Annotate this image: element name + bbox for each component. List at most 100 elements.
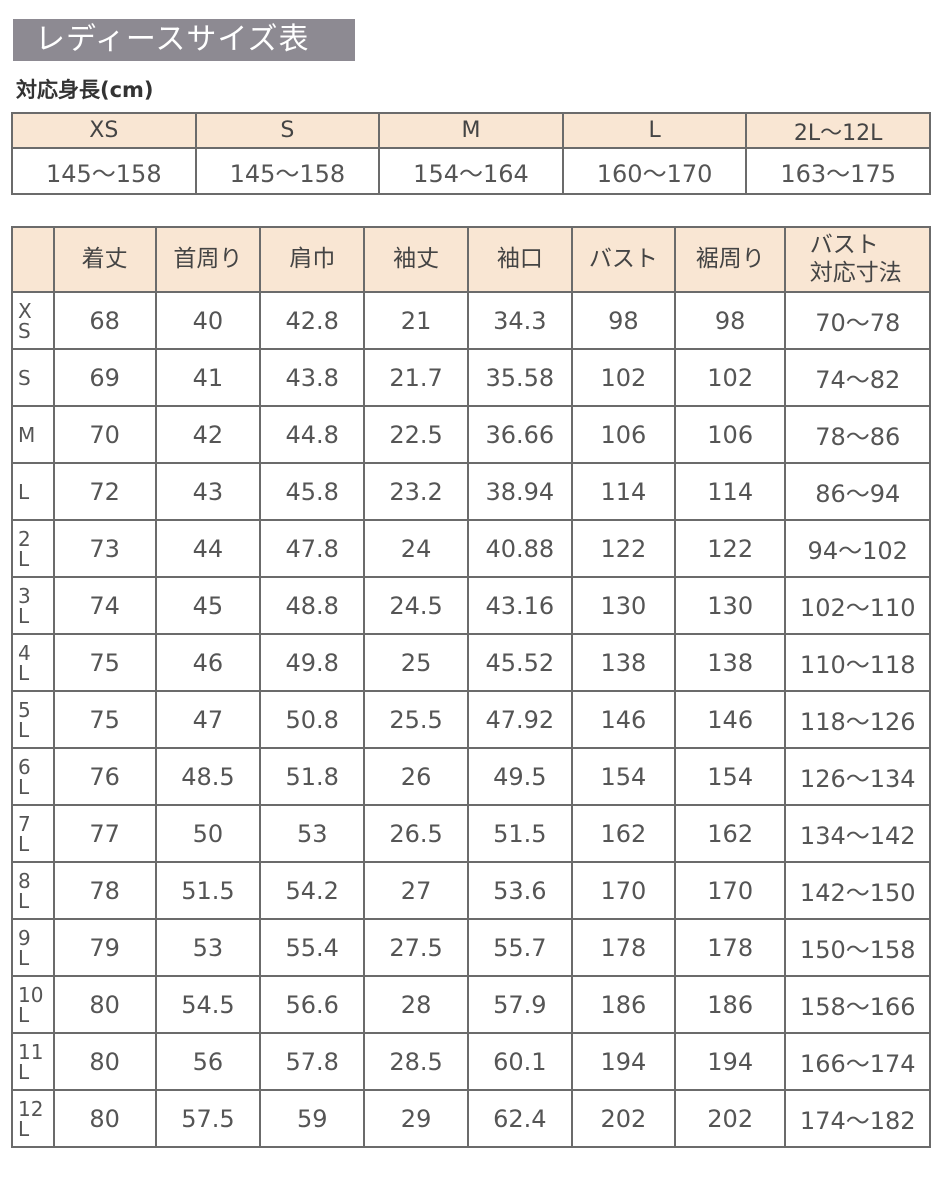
- table-cell: 138: [570, 633, 676, 692]
- table-cell: 202: [673, 1089, 787, 1148]
- table-cell: 40: [154, 291, 262, 350]
- column-header: バスト 対応寸法: [784, 226, 931, 293]
- table-cell: 48.5: [154, 747, 262, 806]
- table-row: 10L 80 54.5 56.6 28 57.9 186 186 158〜166: [11, 975, 931, 1034]
- table-cell: 122: [673, 519, 787, 578]
- table-row: 4L 75 46 49.8 25 45.52 138 138 110〜118: [11, 633, 931, 692]
- table-cell: 114: [570, 462, 676, 521]
- table-cell: 77: [52, 804, 157, 863]
- table-cell: 25.5: [363, 690, 469, 749]
- table-cell: 26: [363, 747, 469, 806]
- size-cell: 12L: [11, 1089, 55, 1148]
- table-cell: 55.7: [466, 918, 573, 977]
- size-cell: 4L: [11, 633, 55, 692]
- table-cell: 49.8: [259, 633, 366, 692]
- table-cell: 51.8: [259, 747, 366, 806]
- size-cell: 11L: [11, 1032, 55, 1091]
- size-cell: 5L: [11, 690, 55, 749]
- table-cell: 186: [673, 975, 787, 1034]
- height-value: 145〜158: [194, 147, 381, 195]
- table-cell: 154: [673, 747, 787, 806]
- table-cell: 57.9: [466, 975, 573, 1034]
- table-cell: 94〜102: [784, 519, 931, 578]
- table-row: 9L 79 53 55.4 27.5 55.7 178 178 150〜158: [11, 918, 931, 977]
- table-row: XS 68 40 42.8 21 34.3 98 98 70〜78: [11, 291, 931, 350]
- column-header: 袖丈: [363, 226, 469, 293]
- size-label: 3L: [18, 583, 31, 628]
- size-label: M: [18, 422, 36, 447]
- table-cell: 51.5: [466, 804, 573, 863]
- height-header: 2L〜12L: [745, 112, 931, 149]
- table-cell: 170: [570, 861, 676, 920]
- size-cell: 10L: [11, 975, 55, 1034]
- table-cell: 47.92: [466, 690, 573, 749]
- table-cell: 202: [570, 1089, 676, 1148]
- column-header: バスト: [570, 226, 676, 293]
- table-cell: 62.4: [466, 1089, 573, 1148]
- column-header-label: バスト: [588, 245, 658, 272]
- table-cell: 80: [52, 1089, 157, 1148]
- table-cell: 69: [52, 348, 157, 407]
- page-title: レディースサイズ表: [13, 19, 355, 61]
- size-label: 7L: [18, 811, 31, 856]
- table-cell: 50.8: [259, 690, 366, 749]
- column-header: 裾周り: [673, 226, 787, 293]
- table-cell: 80: [52, 975, 157, 1034]
- table-cell: 47.8: [259, 519, 366, 578]
- table-cell: 146: [673, 690, 787, 749]
- column-header-label: 袖口: [496, 245, 543, 272]
- table-cell: 28.5: [363, 1032, 469, 1091]
- column-header-label: 着丈: [81, 245, 128, 272]
- size-cell: 6L: [11, 747, 55, 806]
- table-cell: 54.5: [154, 975, 262, 1034]
- table-cell: 130: [673, 576, 787, 635]
- size-label: 12L: [18, 1096, 44, 1141]
- table-cell: 28: [363, 975, 469, 1034]
- height-header: XS: [11, 112, 197, 149]
- table-cell: 21.7: [363, 348, 469, 407]
- height-value-row: 145〜158 145〜158 154〜164 160〜170 163〜175: [11, 147, 931, 195]
- table-cell: 76: [52, 747, 157, 806]
- height-header: L: [561, 112, 748, 149]
- table-cell: 166〜174: [784, 1032, 931, 1091]
- height-header: M: [378, 112, 564, 149]
- table-cell: 56: [154, 1032, 262, 1091]
- table-cell: 162: [673, 804, 787, 863]
- table-cell: 70〜78: [784, 291, 931, 350]
- table-cell: 142〜150: [784, 861, 931, 920]
- height-value: 145〜158: [11, 147, 197, 195]
- table-cell: 36.66: [466, 405, 573, 464]
- table-cell: 98: [570, 291, 676, 350]
- size-label: 5L: [18, 697, 31, 742]
- table-cell: 154: [570, 747, 676, 806]
- table-row: 2L 73 44 47.8 24 40.88 122 122 94〜102: [11, 519, 931, 578]
- table-cell: 48.8: [259, 576, 366, 635]
- height-value: 163〜175: [745, 147, 931, 195]
- table-cell: 162: [570, 804, 676, 863]
- table-cell: 53.6: [466, 861, 573, 920]
- table-cell: 27: [363, 861, 469, 920]
- size-cell: 9L: [11, 918, 55, 977]
- column-header: [11, 226, 55, 293]
- table-cell: 75: [52, 690, 157, 749]
- table-cell: 29: [363, 1089, 469, 1148]
- table-cell: 41: [154, 348, 262, 407]
- table-cell: 102: [570, 348, 676, 407]
- table-cell: 49.5: [466, 747, 573, 806]
- table-row: 8L 78 51.5 54.2 27 53.6 170 170 142〜150: [11, 861, 931, 920]
- table-cell: 60.1: [466, 1032, 573, 1091]
- table-cell: 102: [673, 348, 787, 407]
- table-cell: 186: [570, 975, 676, 1034]
- table-cell: 46: [154, 633, 262, 692]
- table-cell: 110〜118: [784, 633, 931, 692]
- column-header: 着丈: [52, 226, 157, 293]
- column-header: 袖口: [466, 226, 573, 293]
- size-table: 着丈 首周り 肩巾 袖丈 袖口 バスト 裾周り バスト 対応寸法 XS 68 40 42.8 21 34.…: [11, 226, 931, 1148]
- table-cell: 38.94: [466, 462, 573, 521]
- table-row: M 70 42 44.8 22.5 36.66 106 106 78〜86: [11, 405, 931, 464]
- table-cell: 74〜82: [784, 348, 931, 407]
- table-row: 3L 74 45 48.8 24.5 43.16 130 130 102〜110: [11, 576, 931, 635]
- table-cell: 57.8: [259, 1032, 366, 1091]
- table-cell: 194: [570, 1032, 676, 1091]
- table-cell: 178: [673, 918, 787, 977]
